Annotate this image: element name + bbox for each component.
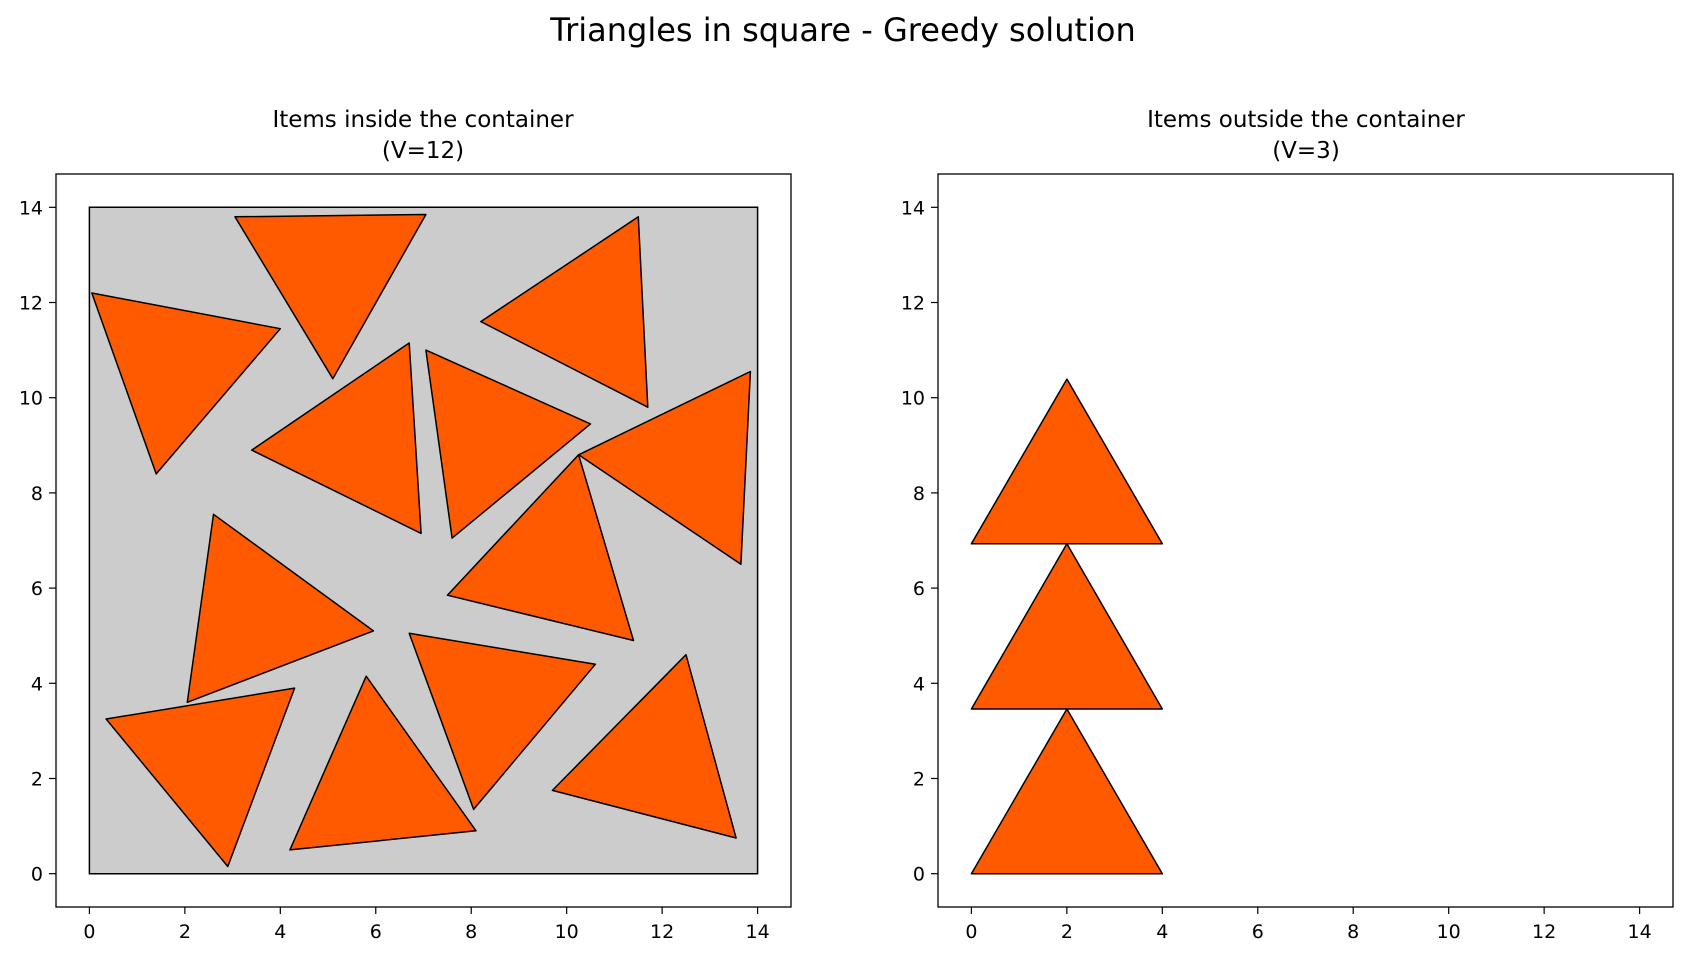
figure-title: Triangles in square - Greedy solution xyxy=(549,11,1136,49)
y-tick-label: 8 xyxy=(31,483,43,505)
x-tick-label: 12 xyxy=(1532,921,1556,943)
x-tick-label: 10 xyxy=(1437,921,1461,943)
panel-title-line1: Items outside the container xyxy=(1147,107,1465,133)
triangle-item-9 xyxy=(105,687,296,868)
x-tick-label: 8 xyxy=(1347,921,1359,943)
y-tick-label: 4 xyxy=(913,673,925,695)
x-tick-label: 0 xyxy=(83,921,95,943)
y-tick-label: 10 xyxy=(19,388,43,410)
triangle-item-1 xyxy=(234,213,427,380)
y-tick-label: 2 xyxy=(31,768,43,790)
panel-outside-container: Items outside the container (V=3) 0 2 4 6 8 1… xyxy=(901,107,1674,943)
panel-title-line1: Items inside the container xyxy=(272,107,574,133)
y-tick-label: 14 xyxy=(901,197,925,219)
x-tick-label: 2 xyxy=(179,921,191,943)
x-tick-label: 4 xyxy=(1156,921,1168,943)
y-tick-label: 2 xyxy=(913,768,925,790)
plot-area: 0 2 4 6 8 10 12 14 0 2 4 6 8 10 12 14 xyxy=(19,173,792,943)
triangle-item-3 xyxy=(970,378,1164,545)
x-tick-label: 8 xyxy=(465,921,477,943)
triangle-item-5 xyxy=(425,349,592,539)
y-tick-label: 12 xyxy=(19,293,43,315)
panel-inside-container: Items inside the container (V=12) 0 2 4 6 8 1… xyxy=(19,107,792,943)
axes-frame xyxy=(937,173,1674,908)
plot-area: 0 2 4 6 8 10 12 14 0 2 4 6 8 10 12 14 xyxy=(901,173,1674,943)
triangle-item-2 xyxy=(91,292,282,475)
triangle-item-12 xyxy=(551,653,737,839)
x-tick-label: 14 xyxy=(1627,921,1651,943)
x-tick-label: 10 xyxy=(555,921,579,943)
x-tick-label: 12 xyxy=(650,921,674,943)
y-tick-label: 6 xyxy=(31,578,43,600)
triangle-item-8 xyxy=(186,513,375,704)
y-tick-label: 0 xyxy=(913,864,925,886)
triangle-item-7 xyxy=(446,454,635,642)
y-tick-label: 14 xyxy=(19,197,43,219)
y-tick-label: 4 xyxy=(31,673,43,695)
y-tick-label: 10 xyxy=(901,388,925,410)
y-tick-label: 0 xyxy=(31,864,43,886)
x-tick-label: 2 xyxy=(1061,921,1073,943)
triangle-item-3 xyxy=(480,216,649,408)
y-tick-label: 6 xyxy=(913,578,925,600)
triangle-item-4 xyxy=(250,342,422,535)
triangle-item-10 xyxy=(289,675,477,851)
x-tick-label: 6 xyxy=(1252,921,1264,943)
panel-title-line2: (V=3) xyxy=(1272,138,1340,164)
y-tick-label: 12 xyxy=(901,293,925,315)
triangle-item-11 xyxy=(408,632,597,811)
triangle-item-6 xyxy=(577,370,752,566)
x-tick-label: 0 xyxy=(965,921,977,943)
triangle-item-1 xyxy=(970,708,1164,875)
triangle-item-2 xyxy=(970,543,1164,710)
x-tick-label: 6 xyxy=(370,921,382,943)
axes-frame xyxy=(55,173,792,908)
panel-title-line2: (V=12) xyxy=(382,138,464,164)
y-tick-label: 8 xyxy=(913,483,925,505)
x-tick-label: 14 xyxy=(745,921,769,943)
x-tick-label: 4 xyxy=(274,921,286,943)
